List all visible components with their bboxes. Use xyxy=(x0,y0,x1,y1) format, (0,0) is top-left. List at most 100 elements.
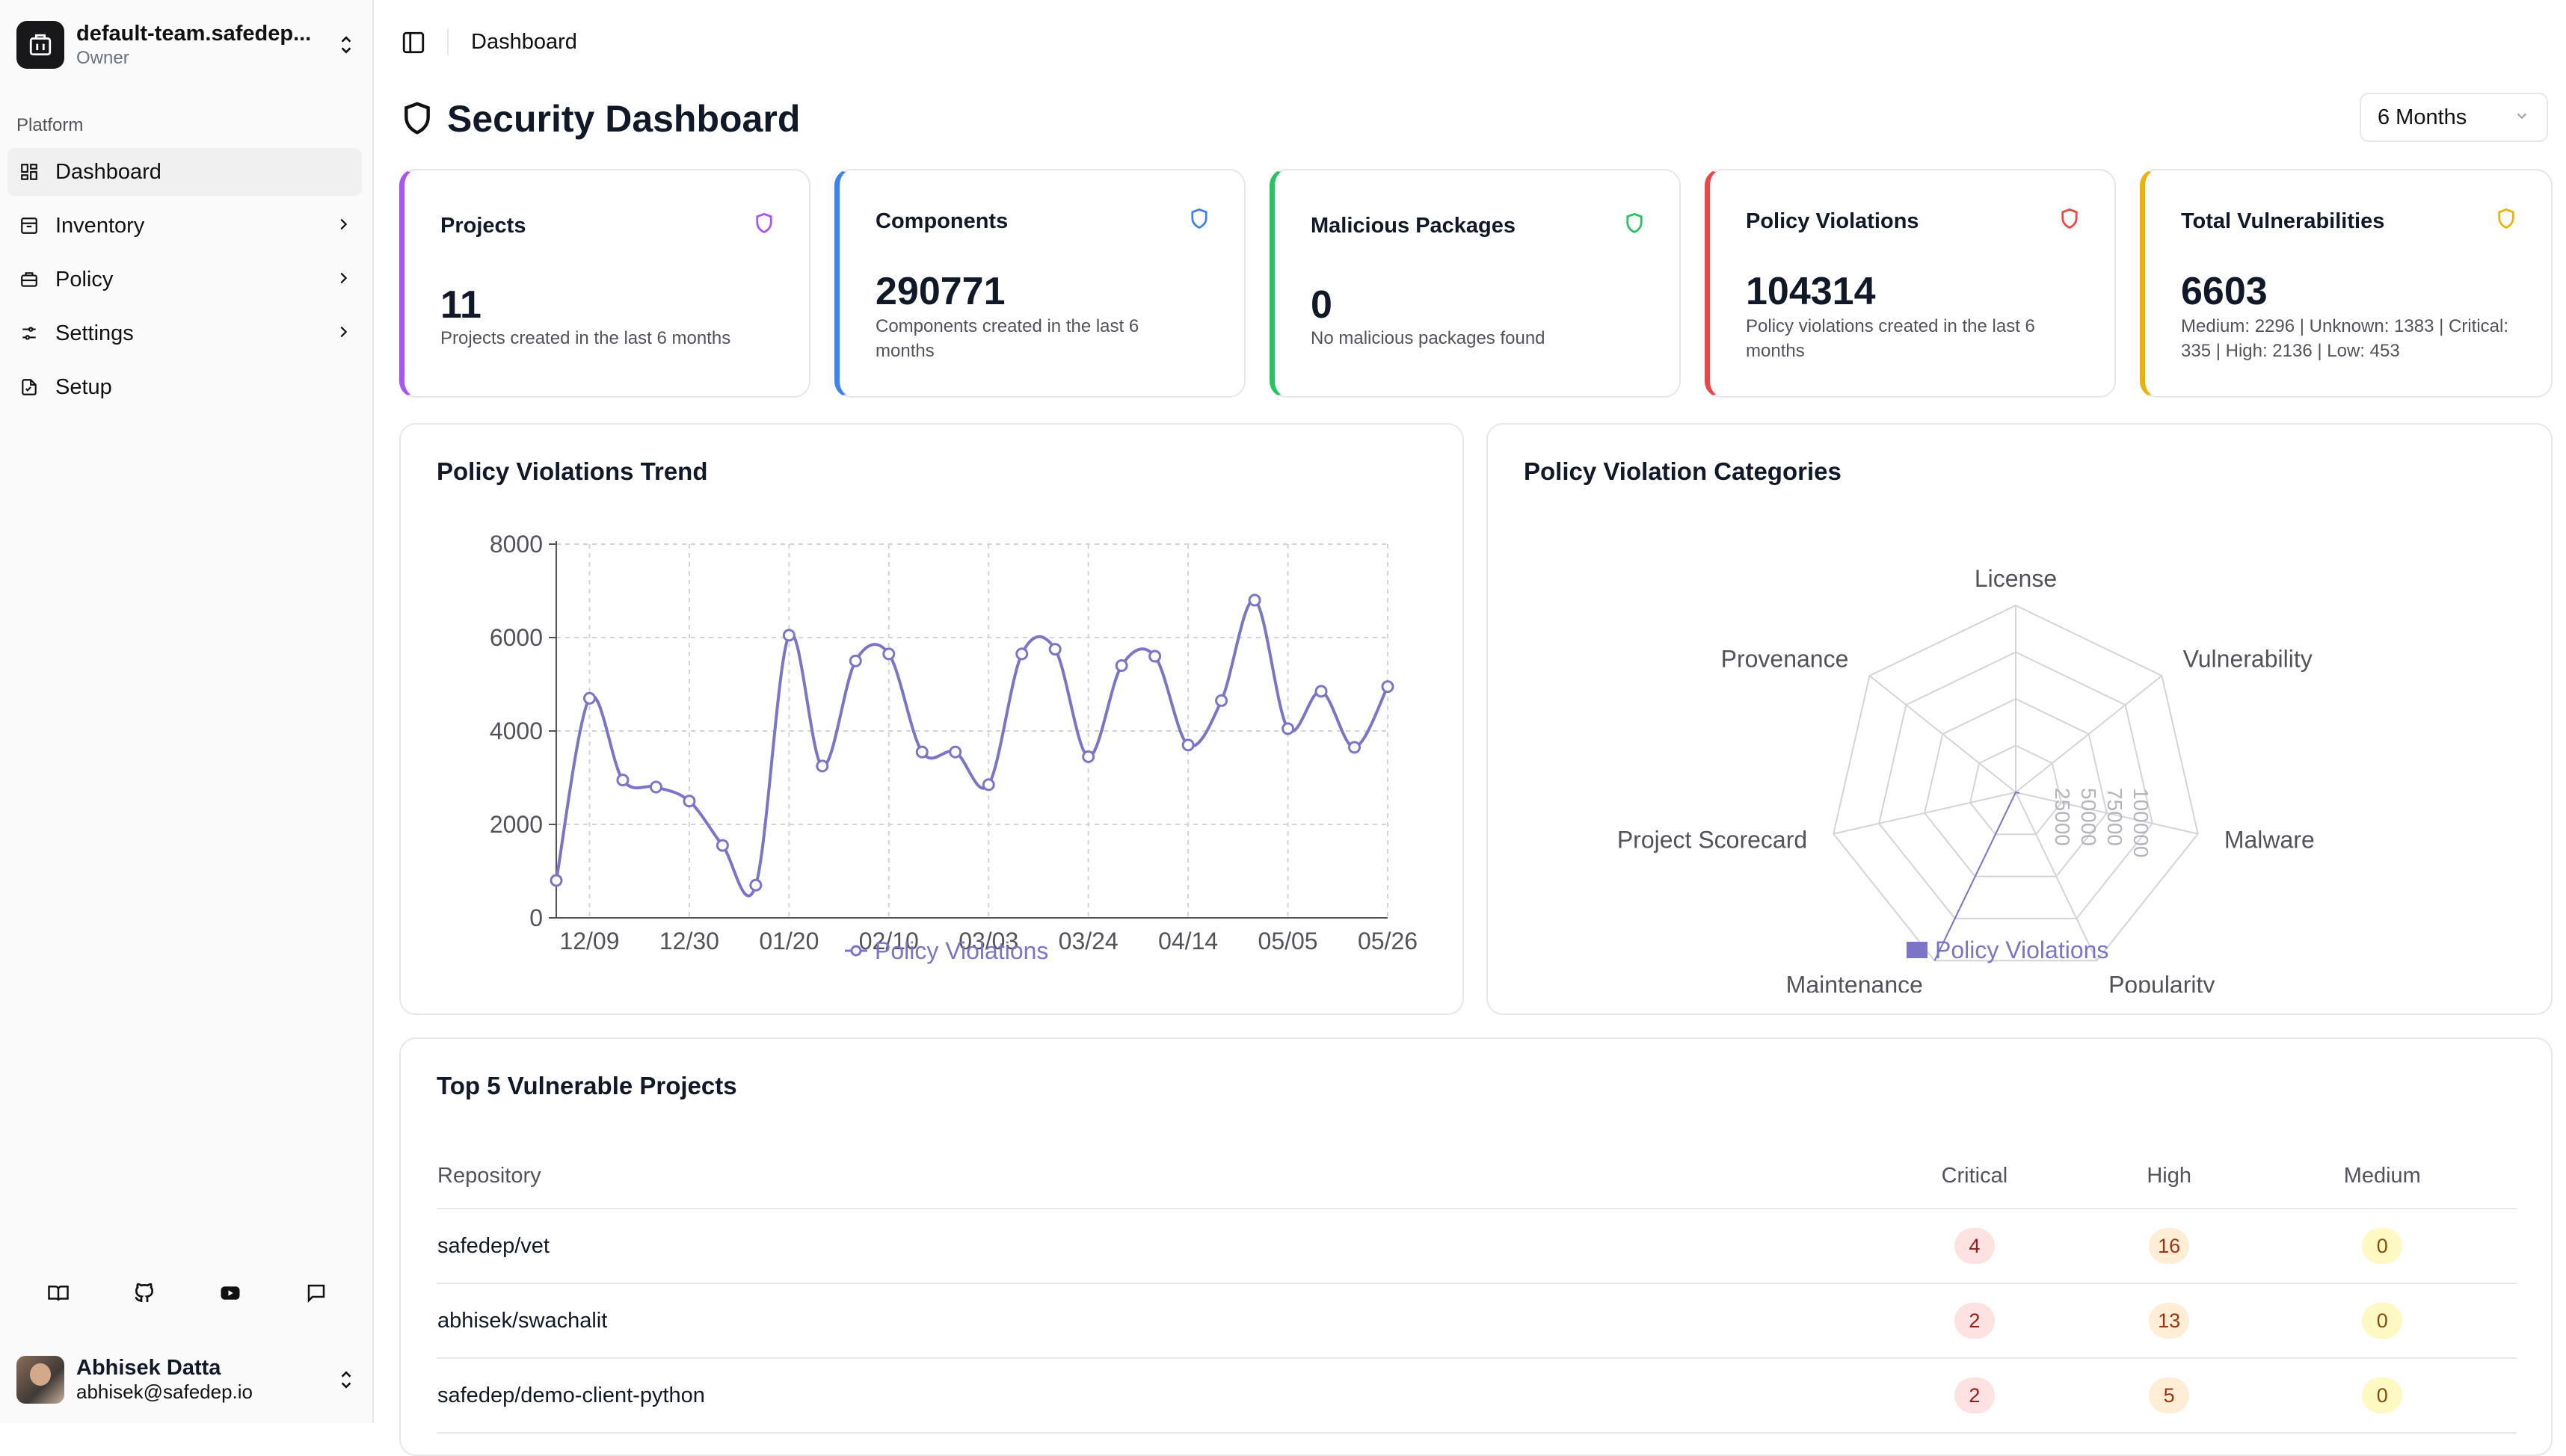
table-row[interactable]: abhisek/swachalit 2 13 0 xyxy=(437,1283,2517,1359)
repository-cell: abhisek/swachalit xyxy=(437,1283,1859,1359)
stat-description: No malicious packages found xyxy=(1311,328,1545,348)
stat-value: 11 xyxy=(440,283,481,327)
stat-description: Medium: 2296 | Unknown: 1383 | Critical:… xyxy=(2181,316,2509,361)
data-point xyxy=(1148,650,1162,663)
team-switcher[interactable]: default-team.safedep... Owner xyxy=(16,16,357,73)
radar-tick-label: 100000 xyxy=(2129,788,2153,857)
data-point xyxy=(782,629,796,642)
data-point xyxy=(1181,738,1195,752)
radar-spoke xyxy=(2015,792,2198,835)
period-select[interactable]: 6 Months xyxy=(2360,93,2548,142)
vulnerable-projects-title: Top 5 Vulnerable Projects xyxy=(437,1072,737,1099)
radar-grid-ring xyxy=(1924,697,2108,877)
youtube-icon[interactable] xyxy=(214,1277,247,1310)
table-header-row: Repository Critical High Medium xyxy=(437,1144,2517,1209)
data-point xyxy=(1381,680,1394,694)
shield-icon xyxy=(2498,208,2514,229)
y-tick-label: 4000 xyxy=(490,718,543,744)
data-point xyxy=(582,691,596,705)
radar-grid-ring xyxy=(1969,744,2063,836)
stat-value: 0 xyxy=(1311,283,1332,327)
medium-count-badge: 0 xyxy=(2362,1228,2403,1264)
divider xyxy=(447,28,449,55)
breadcrumb[interactable]: Dashboard xyxy=(471,30,577,54)
chevron-down-icon xyxy=(2514,105,2530,130)
team-logo xyxy=(16,21,64,69)
data-point xyxy=(1048,643,1062,656)
stat-description: Projects created in the last 6 months xyxy=(440,328,731,348)
page-title-text: Security Dashboard xyxy=(447,98,801,140)
page-title: Security Dashboard xyxy=(401,97,800,141)
radar-axis-label: Popularity xyxy=(2108,972,2215,993)
radar-series-area xyxy=(1933,791,2020,961)
data-point xyxy=(1215,694,1228,707)
critical-count-badge: 2 xyxy=(1954,1378,1995,1413)
legend-label: Policy Violations xyxy=(875,937,1048,964)
radar-axis-label: License xyxy=(1975,565,2057,592)
high-count-badge: 16 xyxy=(2149,1228,2190,1264)
data-point xyxy=(1015,647,1029,661)
y-tick-label: 6000 xyxy=(490,624,543,651)
data-point xyxy=(616,774,630,787)
sidebar-item-settings[interactable]: Settings xyxy=(7,309,362,357)
column-header-medium: Medium xyxy=(2247,1144,2517,1209)
radar-tick-label: 75000 xyxy=(2103,788,2126,846)
data-point xyxy=(749,878,763,892)
radar-spoke xyxy=(2015,792,2098,961)
radar-axis-label: Maintenance xyxy=(1786,972,1923,993)
chevron-right-icon xyxy=(335,268,351,292)
policy-violation-categories-chart: License Vulnerability Malware Popularity Mai… xyxy=(1617,565,2315,993)
sidebar-item-label: Dashboard xyxy=(55,159,161,184)
repository-cell: safedep/vet xyxy=(437,1209,1859,1284)
sidebar-item-label: Setup xyxy=(55,374,112,399)
data-point xyxy=(949,745,962,759)
y-tick-label: 8000 xyxy=(490,531,543,558)
book-icon[interactable] xyxy=(42,1277,75,1310)
radar-tick-label: 50000 xyxy=(2077,788,2100,846)
sidebar-toggle-icon[interactable] xyxy=(401,30,426,55)
data-point xyxy=(816,759,829,773)
legend-marker xyxy=(850,945,862,957)
column-header-repository: Repository xyxy=(437,1144,1859,1209)
team-name: default-team.safedep... xyxy=(76,21,312,46)
sidebar-item-dashboard[interactable]: Dashboard xyxy=(7,148,362,196)
y-tick-label: 2000 xyxy=(490,811,543,838)
data-point xyxy=(649,780,662,794)
categories-chart-card: Policy Violation Categories License Vulne… xyxy=(1486,423,2553,1015)
sidebar-item-label: Settings xyxy=(55,321,134,345)
user-menu[interactable]: Abhisek Datta abhisek@safedep.io xyxy=(16,1353,357,1407)
shield-icon xyxy=(1626,212,1643,234)
stat-title: Projects xyxy=(440,214,526,238)
stat-value: 290771 xyxy=(876,270,1006,313)
chevrons-up-down-icon[interactable] xyxy=(335,33,357,57)
sidebar-item-inventory[interactable]: Inventory xyxy=(7,202,362,250)
stat-title: Malicious Packages xyxy=(1311,214,1516,238)
chat-icon[interactable] xyxy=(300,1277,333,1310)
shield-icon xyxy=(401,101,434,137)
building-icon xyxy=(29,34,52,56)
chevrons-up-down-icon[interactable] xyxy=(335,1368,357,1392)
x-tick-label: 12/09 xyxy=(559,928,619,954)
section-label-platform: Platform xyxy=(16,115,84,135)
data-point xyxy=(550,874,563,887)
x-tick-label: 05/26 xyxy=(1358,928,1418,954)
sidebar-item-policy[interactable]: Policy xyxy=(7,256,362,303)
radar-tick-label: 25000 xyxy=(2051,788,2074,846)
chevron-right-icon xyxy=(335,321,351,346)
table-row[interactable]: safedep/vet 4 16 0 xyxy=(437,1209,2517,1284)
data-point xyxy=(1115,659,1128,672)
sidebar-nav: Dashboard Inventory Policy Settings Setu… xyxy=(7,148,362,417)
data-point xyxy=(1248,593,1261,607)
data-point xyxy=(1348,741,1362,754)
radar-grid-ring xyxy=(1833,604,2199,962)
sidebar-item-setup[interactable]: Setup xyxy=(7,363,362,411)
vulnerable-projects-card: Top 5 Vulnerable Projects Repository Cri… xyxy=(399,1037,2553,1456)
setup-icon xyxy=(18,376,40,398)
table-row[interactable]: safedep/demo-client-python 2 5 0 xyxy=(437,1358,2517,1434)
sidebar-footer-links xyxy=(0,1277,374,1310)
github-icon[interactable] xyxy=(128,1277,161,1310)
x-tick-label: 03/03 xyxy=(959,928,1018,954)
series-line xyxy=(555,599,1389,898)
data-point xyxy=(1314,685,1328,698)
trend-chart-card: Policy Violations Trend 0 2000 4000 6000 800… xyxy=(399,423,1464,1015)
